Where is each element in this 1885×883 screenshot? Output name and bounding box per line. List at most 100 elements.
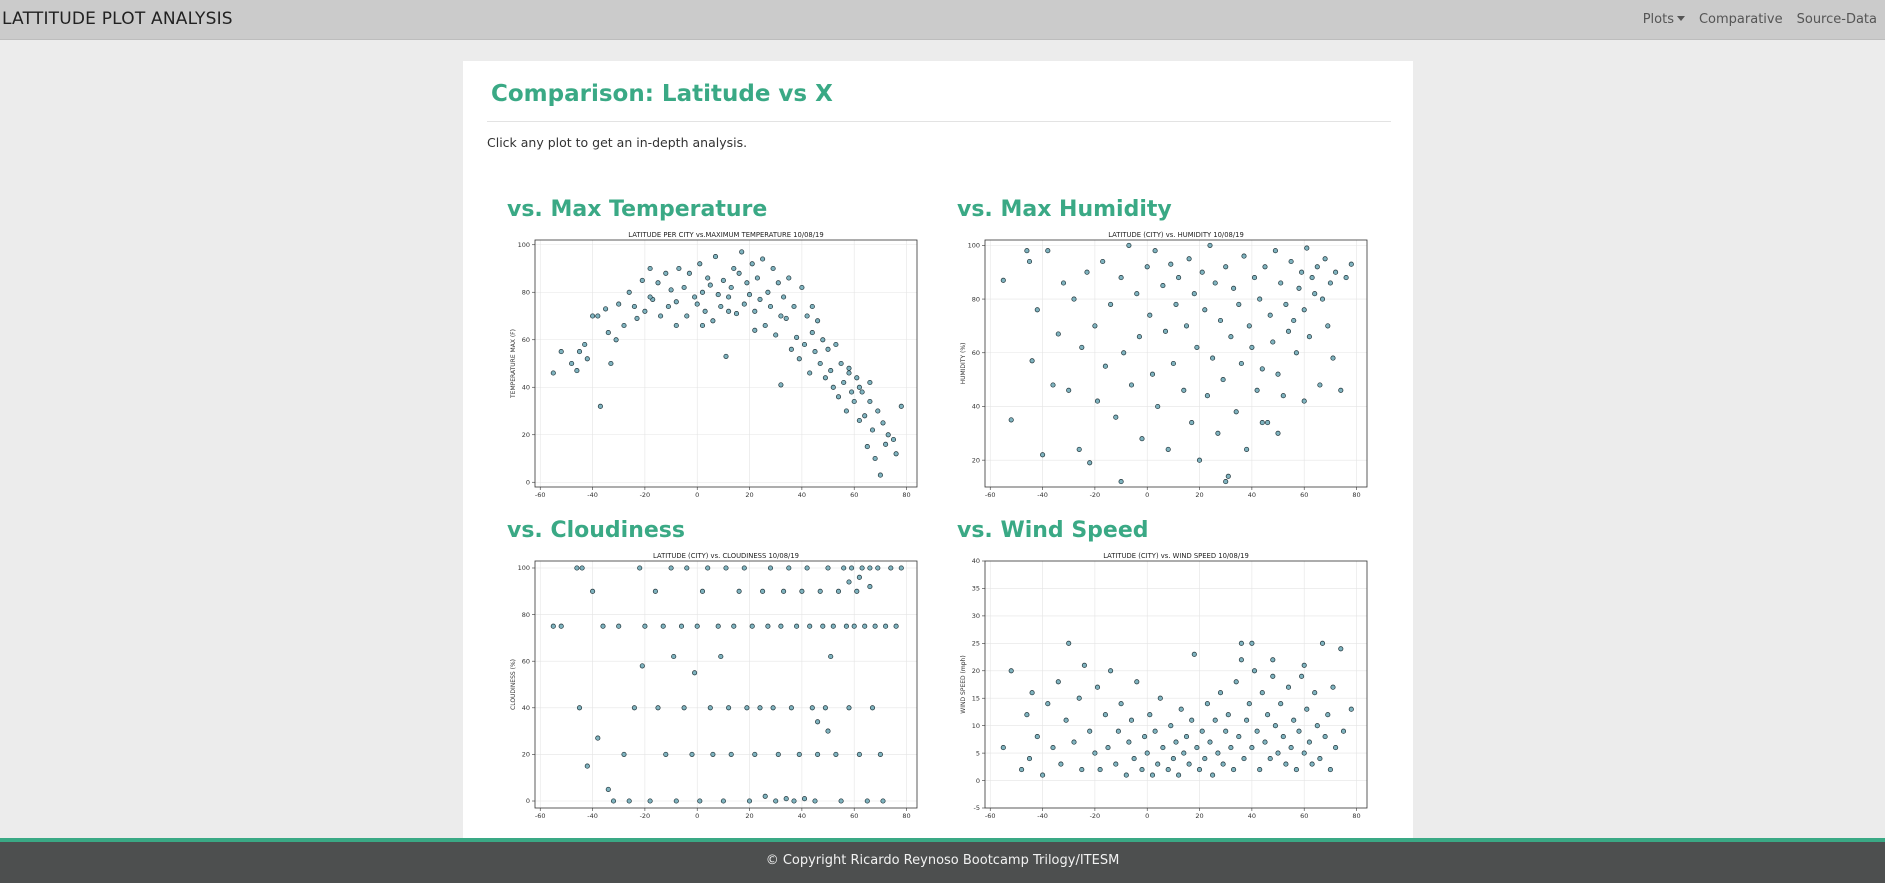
data-point — [689, 751, 695, 757]
data-point — [705, 275, 711, 281]
x-tick-label: 80 — [902, 812, 910, 818]
plot-frame — [534, 560, 918, 809]
data-point — [1223, 264, 1229, 270]
data-point — [616, 623, 622, 629]
data-point — [1241, 756, 1247, 762]
data-point — [888, 565, 894, 571]
data-point — [569, 360, 575, 367]
data-point — [1249, 344, 1255, 350]
x-tick-label: 80 — [1352, 812, 1360, 818]
max-humidity-plot[interactable]: LATITUDE (CITY) vs. HUMIDITY 10/08/19 -60… — [957, 229, 1372, 497]
data-point — [647, 294, 653, 300]
data-point — [854, 588, 860, 594]
data-point — [1139, 767, 1145, 773]
y-tick-label: 80 — [972, 295, 980, 303]
data-point — [835, 394, 842, 400]
data-point — [621, 751, 627, 757]
data-point — [574, 565, 580, 571]
data-point — [1181, 387, 1187, 393]
plot-card-max-humidity[interactable]: vs. Max Humidity LATITUDE (CITY) vs. HUM… — [957, 197, 1397, 497]
nav-source-data-link[interactable]: Source-Data — [1796, 12, 1877, 27]
data-point — [828, 368, 834, 374]
data-point — [728, 751, 734, 757]
data-point — [1050, 745, 1056, 751]
data-point — [749, 261, 755, 267]
data-point — [1244, 446, 1250, 452]
data-point — [781, 588, 787, 594]
data-point — [869, 705, 876, 711]
data-point — [788, 705, 794, 711]
data-point — [1333, 745, 1339, 751]
data-point — [1118, 479, 1124, 485]
data-point — [639, 663, 645, 669]
data-point — [1309, 761, 1315, 767]
x-tick-label: 0 — [1145, 491, 1149, 497]
data-point — [1325, 323, 1331, 329]
data-point — [1254, 728, 1260, 734]
data-point — [799, 588, 805, 594]
cloudiness-plot[interactable]: LATITUDE (CITY) vs. CLOUDINESS 10/08/19 -… — [507, 550, 922, 818]
data-point — [1040, 772, 1046, 778]
data-point — [856, 417, 862, 424]
data-point — [880, 420, 886, 426]
data-point — [775, 751, 781, 757]
max-temperature-plot[interactable]: LATITUDE PER CITY vs.MAXIMUM TEMPERATURE… — [507, 229, 922, 497]
data-point — [799, 284, 805, 291]
nav-comparative-link[interactable]: Comparative — [1698, 12, 1783, 27]
data-point — [642, 308, 648, 314]
nav-plots-dropdown[interactable]: Plots — [1643, 12, 1685, 27]
y-tick-label: 30 — [972, 612, 980, 620]
data-point — [1314, 723, 1320, 729]
data-point — [723, 565, 729, 571]
data-point — [1113, 761, 1119, 767]
divider — [487, 121, 1391, 122]
data-point — [1084, 269, 1090, 275]
data-point — [626, 798, 632, 804]
data-point — [1026, 756, 1033, 762]
data-point — [702, 308, 708, 314]
data-point — [757, 705, 763, 711]
data-point — [1149, 772, 1156, 778]
data-point — [558, 623, 564, 629]
data-point — [752, 751, 758, 757]
y-tick-label: 60 — [522, 657, 530, 665]
data-point — [869, 427, 876, 433]
data-point — [1231, 285, 1237, 291]
data-point — [1173, 301, 1179, 307]
data-point — [801, 796, 808, 802]
data-point — [801, 341, 808, 348]
plot-card-cloudiness[interactable]: vs. Cloudiness LATITUDE (CITY) vs. CLOUD… — [507, 518, 947, 818]
data-point — [1071, 296, 1077, 302]
data-point — [1275, 750, 1281, 756]
data-point — [1176, 772, 1182, 778]
data-point — [733, 311, 740, 317]
y-tick-label: 100 — [518, 564, 530, 572]
plot-card-wind-speed[interactable]: vs. Wind Speed LATITUDE (CITY) vs. WIND … — [957, 518, 1397, 818]
data-point — [1147, 712, 1153, 718]
data-point — [710, 751, 716, 757]
wind-speed-plot[interactable]: LATITUDE (CITY) vs. WIND SPEED 10/08/19 -… — [957, 550, 1372, 818]
data-point — [1092, 323, 1098, 329]
brand-title[interactable]: LATTITUDE PLOT ANALYSIS — [2, 9, 233, 29]
data-point — [851, 398, 857, 405]
data-point — [859, 565, 865, 571]
x-tick-label: 20 — [1195, 491, 1203, 497]
data-point — [804, 565, 810, 571]
plot-heading: vs. Max Temperature — [507, 197, 768, 222]
data-point — [762, 793, 768, 799]
data-point — [815, 318, 821, 324]
data-point — [741, 301, 747, 307]
data-point — [1113, 414, 1119, 420]
data-point — [1291, 717, 1297, 723]
y-tick-label: 20 — [972, 667, 980, 675]
y-tick-label: -5 — [974, 804, 980, 812]
data-point — [1212, 280, 1218, 286]
data-point — [718, 303, 724, 310]
data-point — [867, 584, 873, 590]
data-point — [1348, 706, 1354, 712]
data-point — [1348, 261, 1354, 267]
plot-card-max-temperature[interactable]: vs. Max Temperature LATITUDE PER CITY vs… — [507, 197, 947, 497]
data-point — [694, 301, 700, 307]
data-point — [642, 623, 648, 629]
data-point — [856, 384, 862, 390]
